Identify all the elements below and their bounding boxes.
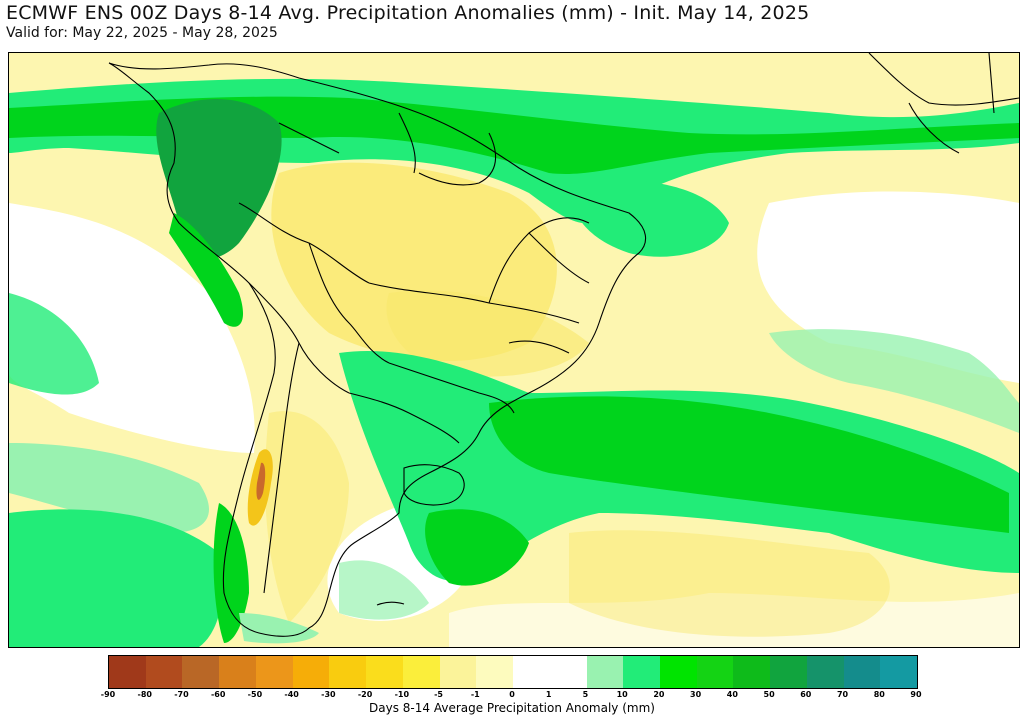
colorbar-tick-label: 10 [616, 690, 628, 699]
wet-plume-core [489, 396, 1009, 533]
colorbar-label: Days 8-14 Average Precipitation Anomaly … [369, 701, 655, 715]
colorbar-ticks: -90 -80 -70 -60 -50 -40 -30 -20 -10 -5 -1 0 1 5 10 20 30… [101, 690, 922, 704]
colorbar-segment [366, 656, 403, 688]
colorbar-segment [806, 656, 844, 688]
wet-zone-north-brazil [569, 179, 729, 257]
dry-zone-south-atlantic [569, 530, 890, 637]
colorbar-tick-label: -80 [137, 690, 152, 699]
continent-outline [108, 62, 647, 637]
colorbar-segment [880, 656, 918, 688]
wet-zone-east-atlantic [769, 329, 1019, 433]
near-zero-zone-south [449, 593, 1019, 647]
valid-period: Valid for: May 22, 2025 - May 28, 2025 [6, 25, 278, 41]
colorbar-tick-label: 50 [763, 690, 775, 699]
colorbar-tick-label: 30 [690, 690, 702, 699]
country-borders [108, 53, 1019, 637]
precipitation-map [8, 52, 1020, 648]
wet-zone-south-light [339, 560, 429, 620]
colorbar-tick-label: 20 [653, 690, 665, 699]
wet-zone-tierra-del-fuego [239, 613, 319, 644]
colorbar-tick-label: 0 [509, 690, 515, 699]
dry-zone-andes-extreme [256, 462, 266, 500]
wet-zone-andes-strip [169, 213, 244, 327]
colorbar-segment [549, 656, 587, 688]
colorbar-tick-label: -40 [284, 690, 299, 699]
colorbar-segment [329, 656, 367, 688]
colorbar-segment [513, 656, 550, 688]
colorbar-tick-label: 90 [910, 690, 922, 699]
colorbar-tick-label: 80 [873, 690, 885, 699]
colorbar-tick-label: 1 [545, 690, 552, 699]
map-title: ECMWF ENS 00Z Days 8-14 Avg. Precipitati… [6, 2, 810, 24]
dry-zone-patagonia [265, 411, 349, 623]
colorbar-tick-label: -60 [210, 690, 226, 699]
colorbar-segment [402, 656, 440, 688]
colorbar-segment [843, 656, 881, 688]
colorbar-segment [586, 656, 624, 688]
wet-zone-west-pacific [9, 293, 99, 395]
colorbar-tick-label: 40 [726, 690, 738, 699]
colorbar-tick-label: 60 [800, 690, 812, 699]
colorbar-tick-label: -5 [434, 690, 443, 699]
wet-zone-uruguay-atlantic [425, 509, 529, 586]
colorbar-segment [292, 656, 330, 688]
colorbar-tick-label: 5 [582, 690, 589, 699]
colorbar-tick-label: -90 [100, 690, 116, 699]
colorbar-segment [696, 656, 734, 688]
colorbar-segment [660, 656, 697, 688]
colorbar-tick-label: -70 [174, 690, 189, 699]
colorbar-segment [145, 656, 183, 688]
colorbar-tick-label: -50 [247, 690, 263, 699]
wet-zone-colombia [156, 99, 282, 258]
colorbar-tick-label: 70 [836, 690, 849, 699]
colorbar-segment [182, 656, 220, 688]
colorbar-segment [770, 656, 807, 688]
colorbar-tick-label: -20 [357, 690, 373, 699]
colorbar-tick-label: -10 [394, 690, 410, 699]
falkland-islands-outline [376, 601, 405, 606]
dry-zone-central [386, 290, 589, 377]
colorbar [108, 655, 918, 689]
wet-zone-southwest [9, 509, 223, 647]
colorbar-segment [476, 656, 514, 688]
colorbar-tick-label: -1 [470, 690, 480, 699]
wet-zone-chile-south [213, 503, 249, 643]
wet-zone-pacific-lower [9, 443, 209, 533]
colorbar-segment [255, 656, 293, 688]
colorbar-segment [439, 656, 477, 688]
colorbar-segment [733, 656, 771, 688]
colorbar-segment [623, 656, 661, 688]
colorbar-tick-label: -30 [321, 690, 336, 699]
colorbar-segment [219, 656, 256, 688]
colorbar-segment [109, 656, 146, 688]
